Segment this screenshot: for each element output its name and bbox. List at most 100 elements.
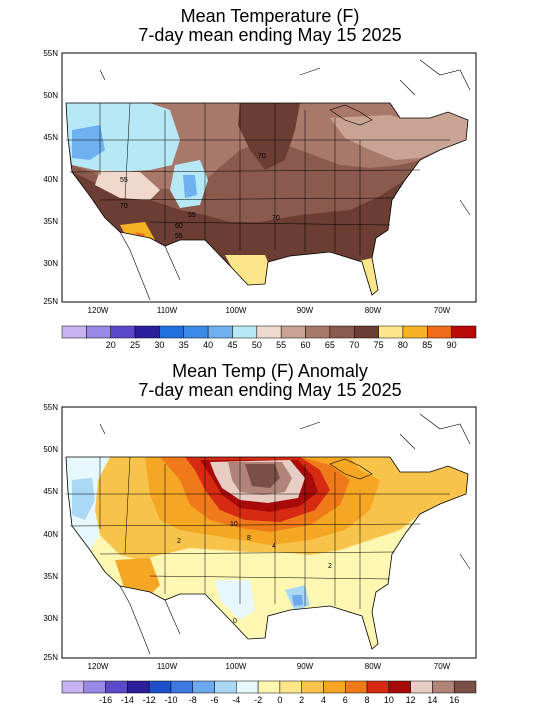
mexico-mask-bottom — [62, 586, 268, 658]
anomaly-map: 55N 50N 45N 40N 35N 30N 25N 120W 110W 10… — [43, 403, 477, 705]
top-lat-label-2: 50N — [43, 91, 58, 100]
atlantic-mask — [372, 140, 476, 302]
top-lon-label-5: 80W — [365, 306, 382, 315]
top-contour-label-3: 70 — [120, 203, 128, 210]
bottom-lat-label-4: 40N — [43, 530, 58, 539]
bottom-colorbar-label: 6 — [343, 695, 348, 705]
top-colorbar-swatch — [61, 325, 87, 339]
bottom-lat-label-7: 25N — [43, 653, 58, 662]
bottom-colorbar-swatch — [170, 680, 193, 694]
top-colorbar-label: 40 — [203, 340, 213, 350]
top-colorbar-swatch — [110, 325, 136, 339]
top-colorbar: 20 25 30 35 40 45 50 55 60 65 70 75 80 85 90 — [61, 325, 477, 350]
bottom-colorbar-label: -14 — [121, 695, 134, 705]
bottom-colorbar-swatch — [323, 680, 346, 694]
us-outline — [65, 102, 469, 296]
bottom-lat-label-1: 55N — [43, 403, 58, 412]
top-colorbar-swatch — [353, 325, 379, 339]
us-outline-bottom — [65, 456, 469, 650]
anom-region-southwest — [115, 558, 160, 595]
bottom-lat-label-3: 45N — [43, 487, 58, 496]
bottom-colorbar-label: -8 — [189, 695, 197, 705]
bottom-lon-label-4: 90W — [297, 662, 314, 671]
state-boundaries — [66, 102, 450, 255]
bottom-lon-label-2: 110W — [157, 662, 178, 671]
temp-region-north-central — [238, 103, 300, 170]
bottom-colorbar-label: 4 — [321, 695, 326, 705]
anom-region-peak-core — [245, 464, 280, 488]
coastlines-extra — [99, 59, 471, 301]
top-lon-label-1: 120W — [88, 306, 109, 315]
bottom-colorbar-swatch — [105, 680, 128, 694]
top-colorbar-swatch — [329, 325, 355, 339]
bottom-colorbar-swatch — [345, 680, 368, 694]
bottom-colorbar-swatch — [279, 680, 302, 694]
bottom-colorbar-label: 12 — [406, 695, 416, 705]
bottom-colorbar-swatch — [148, 680, 172, 694]
bottom-colorbar-swatch — [453, 680, 477, 694]
top-colorbar-swatch — [256, 325, 282, 339]
bottom-colorbar-swatch — [61, 680, 85, 694]
top-title-line1: Mean Temperature (F) — [180, 6, 360, 26]
top-lat-label-1: 55N — [43, 49, 58, 58]
bottom-colorbar-label: -4 — [232, 695, 240, 705]
top-colorbar-label: 55 — [276, 340, 286, 350]
top-colorbar-label: 90 — [447, 340, 457, 350]
canada-mask — [62, 53, 476, 120]
temp-region-south-texas — [225, 255, 268, 285]
bottom-colorbar-swatch — [83, 680, 106, 694]
top-lon-label-3: 100W — [226, 306, 247, 315]
bottom-lon-label-5: 80W — [365, 662, 382, 671]
bottom-colorbar-label: 10 — [384, 695, 394, 705]
bottom-colorbar-label: -12 — [143, 695, 156, 705]
top-colorbar-label: 20 — [106, 340, 116, 350]
bottom-lat-label-6: 30N — [43, 614, 58, 623]
bottom-contour-labels: 10 8 4 2 2 0 — [177, 521, 332, 625]
top-colorbar-swatch — [305, 325, 331, 339]
top-colorbar-label: 85 — [422, 340, 432, 350]
top-map-frame — [61, 52, 477, 303]
top-colorbar-swatch — [451, 325, 477, 339]
top-colorbar-swatch — [280, 325, 306, 339]
bottom-map-frame — [61, 406, 477, 659]
top-lat-label-5: 35N — [43, 217, 58, 226]
top-colorbar-swatch — [159, 325, 185, 339]
top-lat-label-6: 30N — [43, 259, 58, 268]
bottom-contour-label-1: 10 — [230, 521, 238, 528]
top-lat-label-7: 25N — [43, 297, 58, 306]
bottom-colorbar-swatch — [388, 680, 411, 694]
bottom-colorbar-swatch — [410, 680, 433, 694]
bottom-colorbar-swatch — [127, 680, 150, 694]
top-colorbar-label: 65 — [325, 340, 335, 350]
top-contour-label-5: 60 — [175, 223, 183, 230]
gulf-mask — [268, 252, 390, 302]
top-contour-label-6: 55 — [175, 233, 183, 240]
bottom-lat-axis: 55N 50N 45N 40N 35N 30N 25N — [43, 403, 58, 662]
bottom-colorbar-swatch — [257, 680, 281, 694]
bottom-colorbar-label: 8 — [365, 695, 370, 705]
top-lat-label-4: 40N — [43, 175, 58, 184]
top-lon-axis: 120W 110W 100W 90W 80W 70W — [88, 306, 451, 315]
bottom-colorbar-label: 14 — [427, 695, 437, 705]
top-colorbar-label: 80 — [398, 340, 408, 350]
bottom-lon-axis: 120W 110W 100W 90W 80W 70W — [88, 662, 451, 671]
temperature-map: 55N 50N 45N 40N 35N 30N 25N 120W 110W 10… — [43, 49, 477, 350]
top-colorbar-label: 75 — [374, 340, 384, 350]
bottom-lat-label-5: 35N — [43, 572, 58, 581]
atlantic-mask-bottom — [372, 494, 476, 658]
bottom-colorbar: -16 -14 -12 -10 -8 -6 -4 -2 0 2 4 6 8 10 12 14 16 — [61, 680, 477, 705]
top-lat-label-3: 45N — [43, 133, 58, 142]
bottom-colorbar-label: 16 — [449, 695, 459, 705]
bottom-colorbar-swatch — [301, 680, 324, 694]
top-lon-label-6: 70W — [434, 306, 451, 315]
bottom-lon-label-3: 100W — [226, 662, 247, 671]
bottom-colorbar-label: -16 — [99, 695, 112, 705]
bottom-contour-label-3: 4 — [272, 543, 276, 550]
bottom-title-line2: 7-day mean ending May 15 2025 — [138, 380, 402, 400]
top-colorbar-swatch — [134, 325, 160, 339]
bottom-contour-label-5: 2 — [328, 563, 332, 570]
bottom-colorbar-swatch — [366, 680, 390, 694]
mexico-mask — [62, 232, 268, 302]
top-colorbar-label: 50 — [252, 340, 262, 350]
